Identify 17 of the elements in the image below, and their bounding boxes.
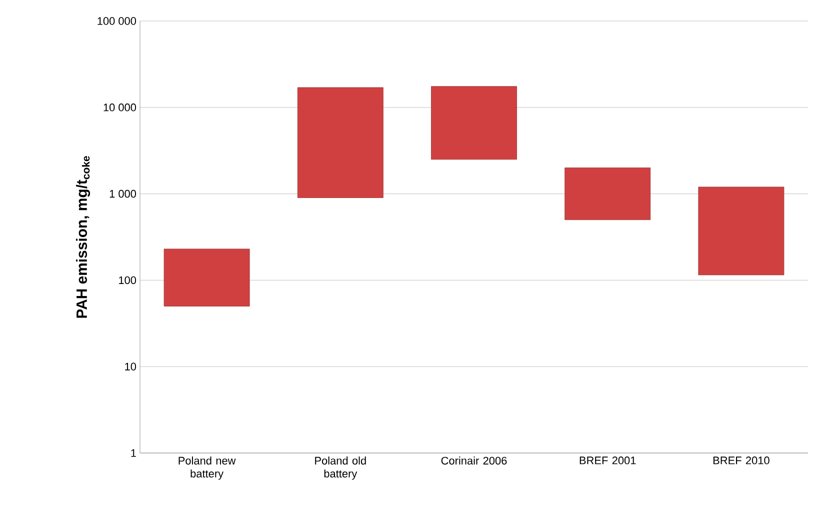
y-tick-label: 100 xyxy=(119,276,136,284)
x-tick-label: Poland new battery xyxy=(178,456,236,480)
x-tick-label: BREF 2010 xyxy=(713,456,770,464)
bar xyxy=(564,168,651,220)
y-axis-title: PAH emission, mg/t$_{coke}$ xyxy=(76,156,90,318)
y-tick-label: 10 xyxy=(125,362,136,370)
y-tick-label: 100 000 xyxy=(98,17,136,25)
bar xyxy=(698,186,784,276)
x-tick-label: Corinair 2006 xyxy=(441,456,507,465)
bar xyxy=(297,87,384,198)
bar xyxy=(164,248,250,306)
y-tick-label: 1 xyxy=(131,449,136,457)
y-tick-label: 10 000 xyxy=(104,104,136,112)
y-tick-label: 1 000 xyxy=(110,190,136,198)
bar xyxy=(431,86,517,160)
x-tick-label: Poland old battery xyxy=(315,456,366,480)
x-tick-label: BREF 2001 xyxy=(580,456,636,464)
